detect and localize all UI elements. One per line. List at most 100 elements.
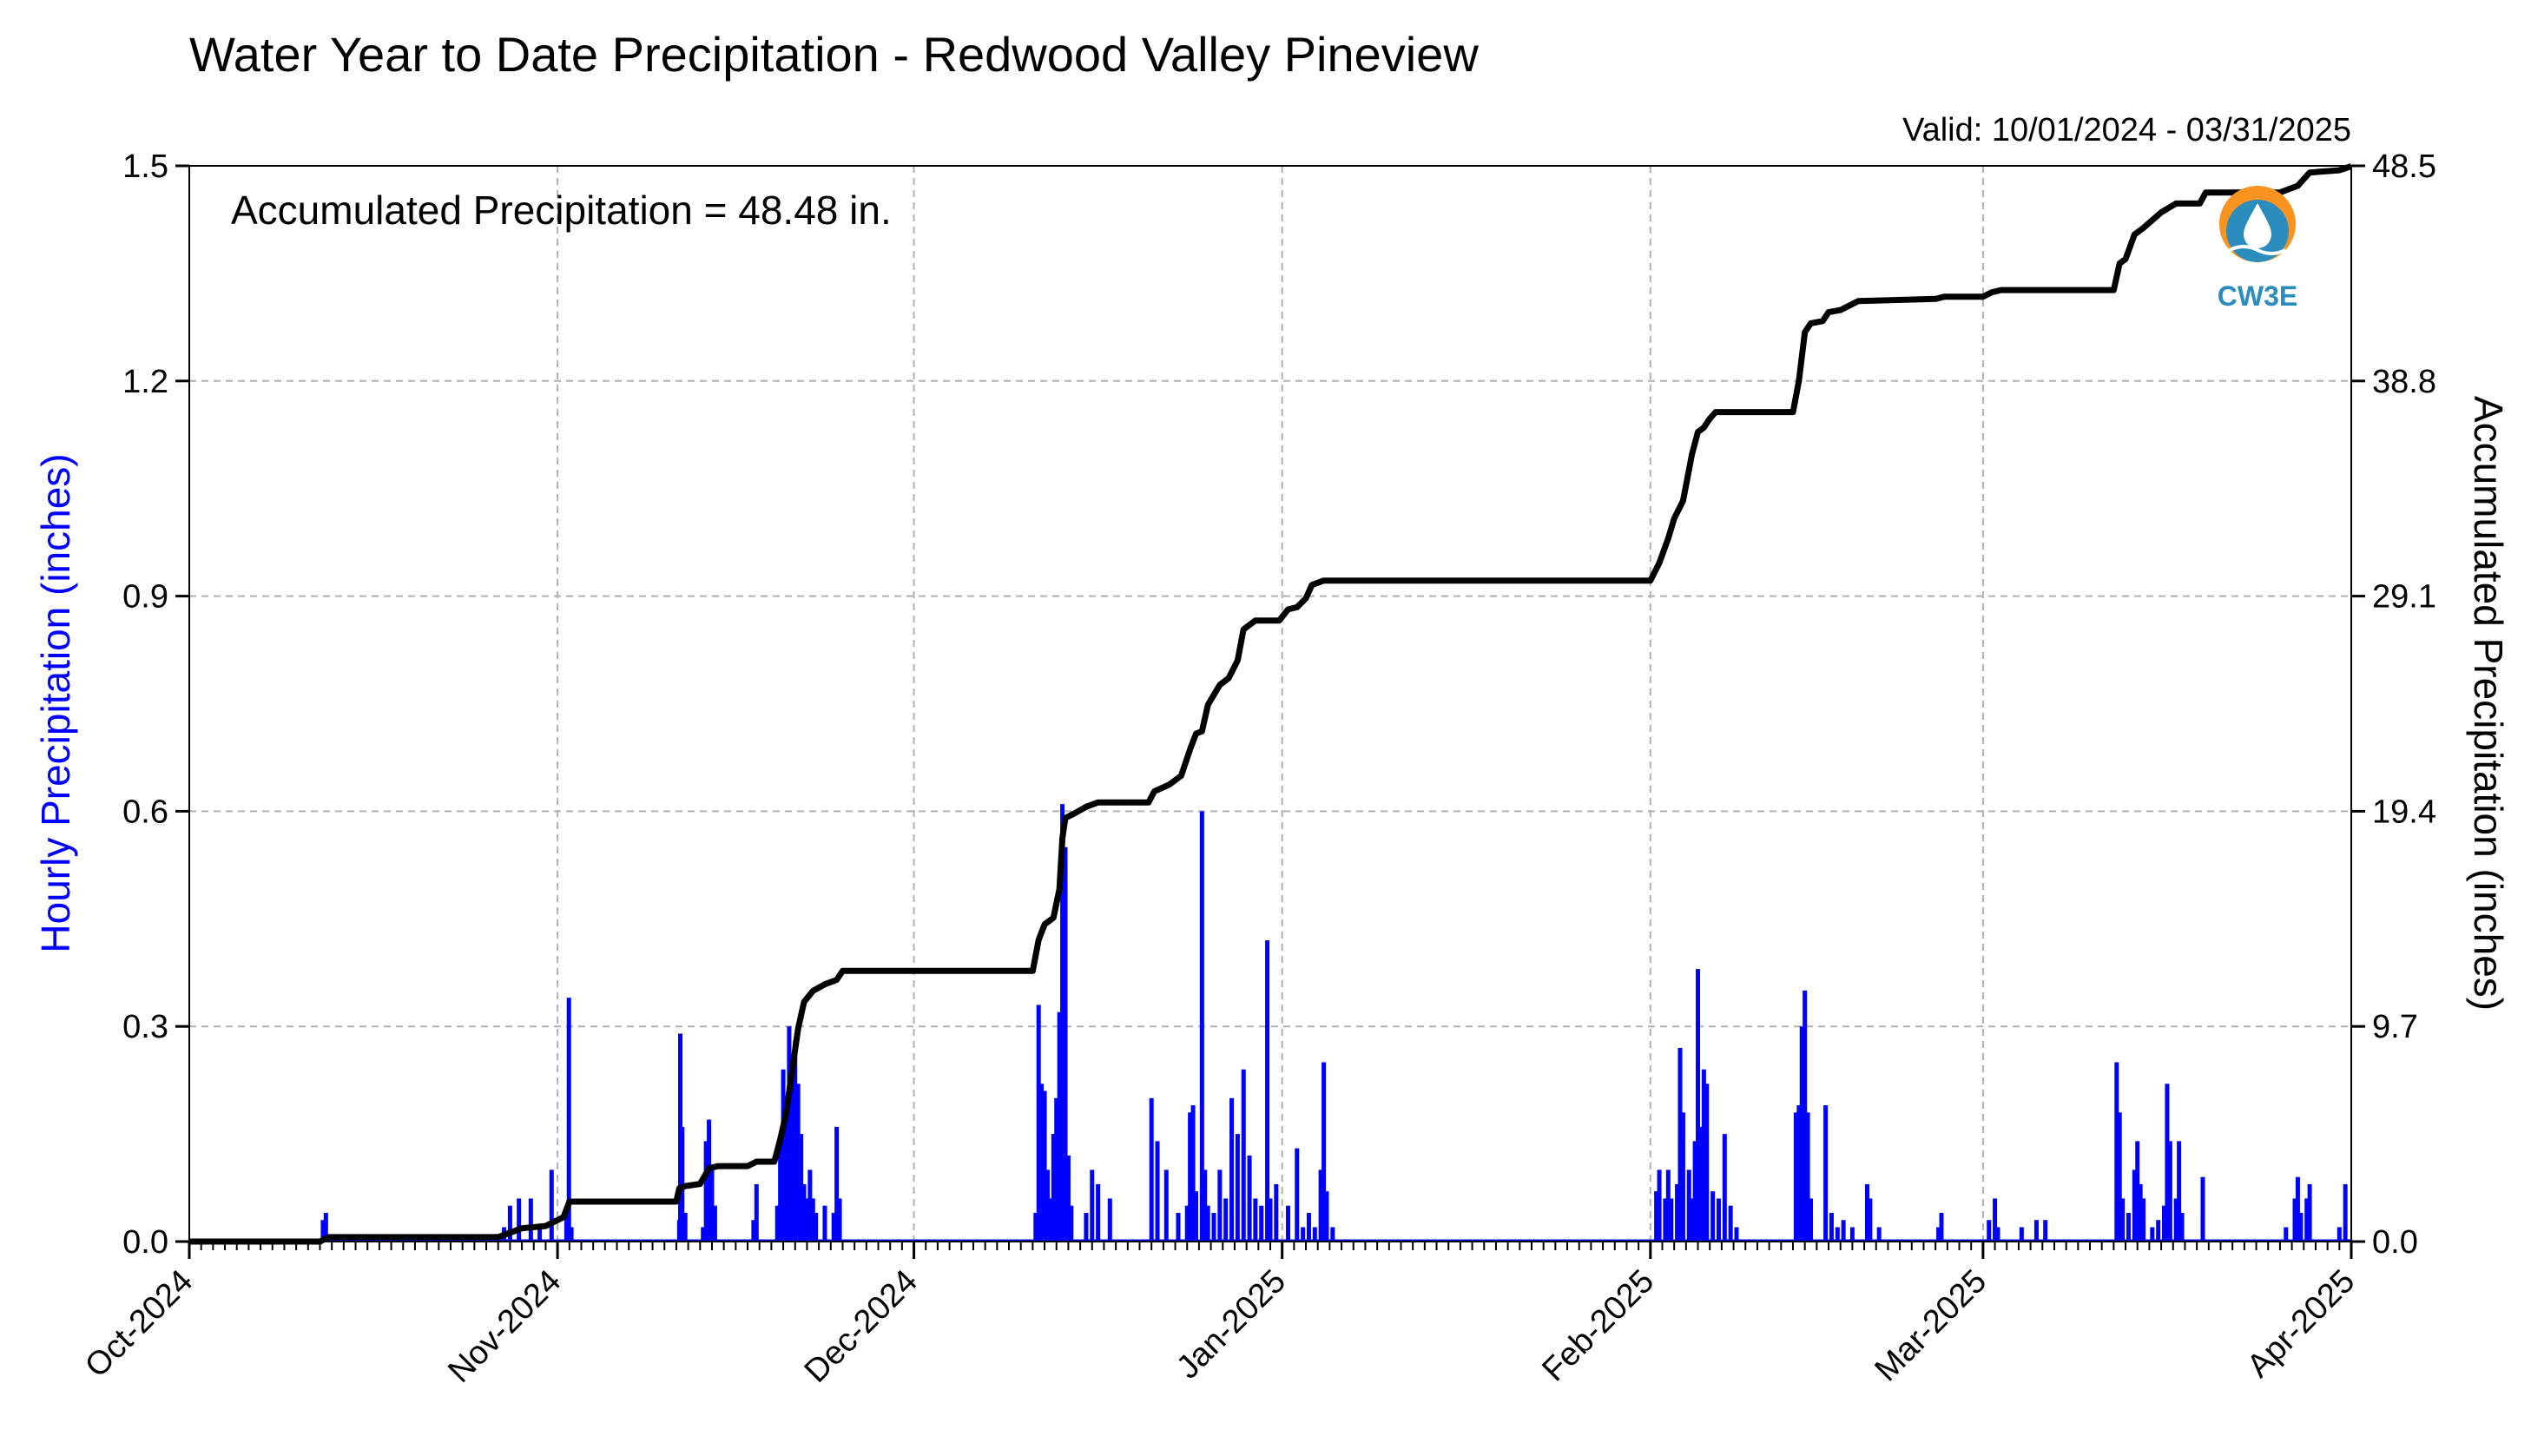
hourly-bar [1069,1205,1074,1242]
hourly-bar [1217,1169,1223,1242]
hourly-bar [1060,804,1065,1242]
hourly-bar [1829,1212,1834,1242]
hourly-bar [1849,1227,1855,1242]
hourly-bar [781,1069,786,1242]
hourly-bar [1805,1112,1810,1242]
hourly-bar [795,1084,801,1242]
y-right-tick-label: 19.4 [2372,794,2436,830]
hourly-bar [2179,1212,2185,1242]
y-left-tick-label: 1.5 [122,148,168,185]
hourly-bar [1835,1227,1840,1242]
y-left-tick-label: 0.0 [122,1224,168,1261]
hourly-bar [1793,1112,1798,1242]
y-left-tick-label: 0.9 [122,579,168,616]
hourly-bar [1199,811,1204,1242]
hourly-bar [1295,1148,1300,1242]
y-axis-left-label: Hourly Precipitation (inches) [33,453,78,952]
hourly-bar [1324,1191,1329,1242]
hourly-bar [1048,1198,1053,1242]
hourly-bar [1223,1198,1229,1242]
hourly-bar [789,1062,794,1242]
hourly-bar [2141,1198,2146,1242]
hourly-bar [2173,1198,2178,1242]
x-tick-label: Nov-2024 [441,1263,568,1390]
hourly-bar [1039,1084,1045,1242]
hourly-bar [1149,1097,1154,1242]
plot-frame [188,165,2352,1242]
hourly-bar [1203,1169,1208,1242]
hourly-bar [1090,1169,1095,1242]
hourly-bar [707,1119,712,1242]
y-right-tick-label: 38.8 [2372,364,2436,400]
hourly-bar [1265,940,1270,1242]
hourly-bar [1669,1198,1674,1242]
hourly-bar [703,1141,709,1242]
hourly-bar [2120,1198,2126,1242]
hourly-bar [807,1169,813,1242]
hourly-bar [1728,1205,1733,1242]
hourly-bar [517,1198,522,1242]
hourly-bar [2177,1141,2182,1242]
logo-text: CW3E [2218,280,2297,312]
x-tick-label: Dec-2024 [798,1263,925,1390]
hourly-bar [1987,1220,1992,1242]
hourly-bar [1268,1198,1273,1242]
hourly-bar [1796,1105,1802,1242]
hourly-bar [787,1026,792,1242]
hourly-bar [1704,1084,1710,1242]
x-axis: Oct-2024 Nov-2024 Dec-2024 Jan-2025 Feb-2025… [78,1242,2362,1390]
hourly-bar [569,1227,574,1242]
hourly-bar [751,1220,756,1242]
hourly-bar [1096,1183,1101,1242]
accumulated-annotation: Accumulated Precipitation = 48.48 in. [231,188,892,233]
hourly-bar [1301,1227,1306,1242]
hourly-bars [189,804,2351,1242]
hourly-bar [566,998,571,1242]
hourly-bar [2156,1220,2161,1242]
hourly-bar [2162,1205,2167,1242]
hourly-bar [1155,1141,1160,1242]
hourly-bar [1259,1205,1264,1242]
hourly-bar [1657,1169,1662,1242]
hourly-bar [528,1198,533,1242]
hourly-bar [1692,1141,1697,1242]
hourly-bar [1936,1227,1941,1242]
hourly-bar [1722,1134,1727,1242]
hourly-bar [323,1212,328,1242]
hourly-bar [2138,1183,2143,1242]
hourly-bar [1107,1198,1112,1242]
hourly-bar [1045,1169,1050,1242]
hourly-bar [2019,1227,2024,1242]
x-tick-label: Apr-2025 [2240,1263,2362,1385]
hourly-bar [774,1205,780,1242]
chart-title: Water Year to Date Precipitation - Redwo… [189,27,1479,82]
hourly-bar [1690,1198,1695,1242]
hourly-bar [1176,1212,1181,1242]
y-axis-left: 0.0 0.3 0.6 0.9 1.2 1.5 [122,148,189,1261]
y-axis-right-label: Accumulated Precipitation (inches) [2466,396,2511,1011]
hourly-bar [1036,1005,1041,1242]
hourly-bar [2200,1176,2205,1242]
hourly-bar [1229,1097,1235,1242]
hourly-bar [1063,847,1068,1242]
hourly-bar [2126,1212,2131,1242]
hourly-bar [320,1220,326,1242]
hourly-bar [2132,1169,2137,1242]
x-tick-label: Oct-2024 [78,1263,200,1385]
hourly-bar [2033,1220,2039,1242]
hourly-bar [1274,1183,1279,1242]
hourly-bar [1235,1134,1240,1242]
hourly-bar [1211,1212,1216,1242]
hourly-bar [564,1212,569,1242]
hourly-bar [682,1212,688,1242]
hourly-bar [783,1112,788,1242]
hourly-bar [778,1141,783,1242]
hourly-bar [1054,1097,1059,1242]
hourly-bar [1312,1227,1317,1242]
hourly-bar [1868,1198,1873,1242]
hourly-bar [1253,1198,1258,1242]
hourly-bar [2284,1227,2289,1242]
hourly-bar [837,1198,842,1242]
hourly-bar [1734,1227,1739,1242]
x-tick-label: Jan-2025 [1170,1263,1293,1387]
